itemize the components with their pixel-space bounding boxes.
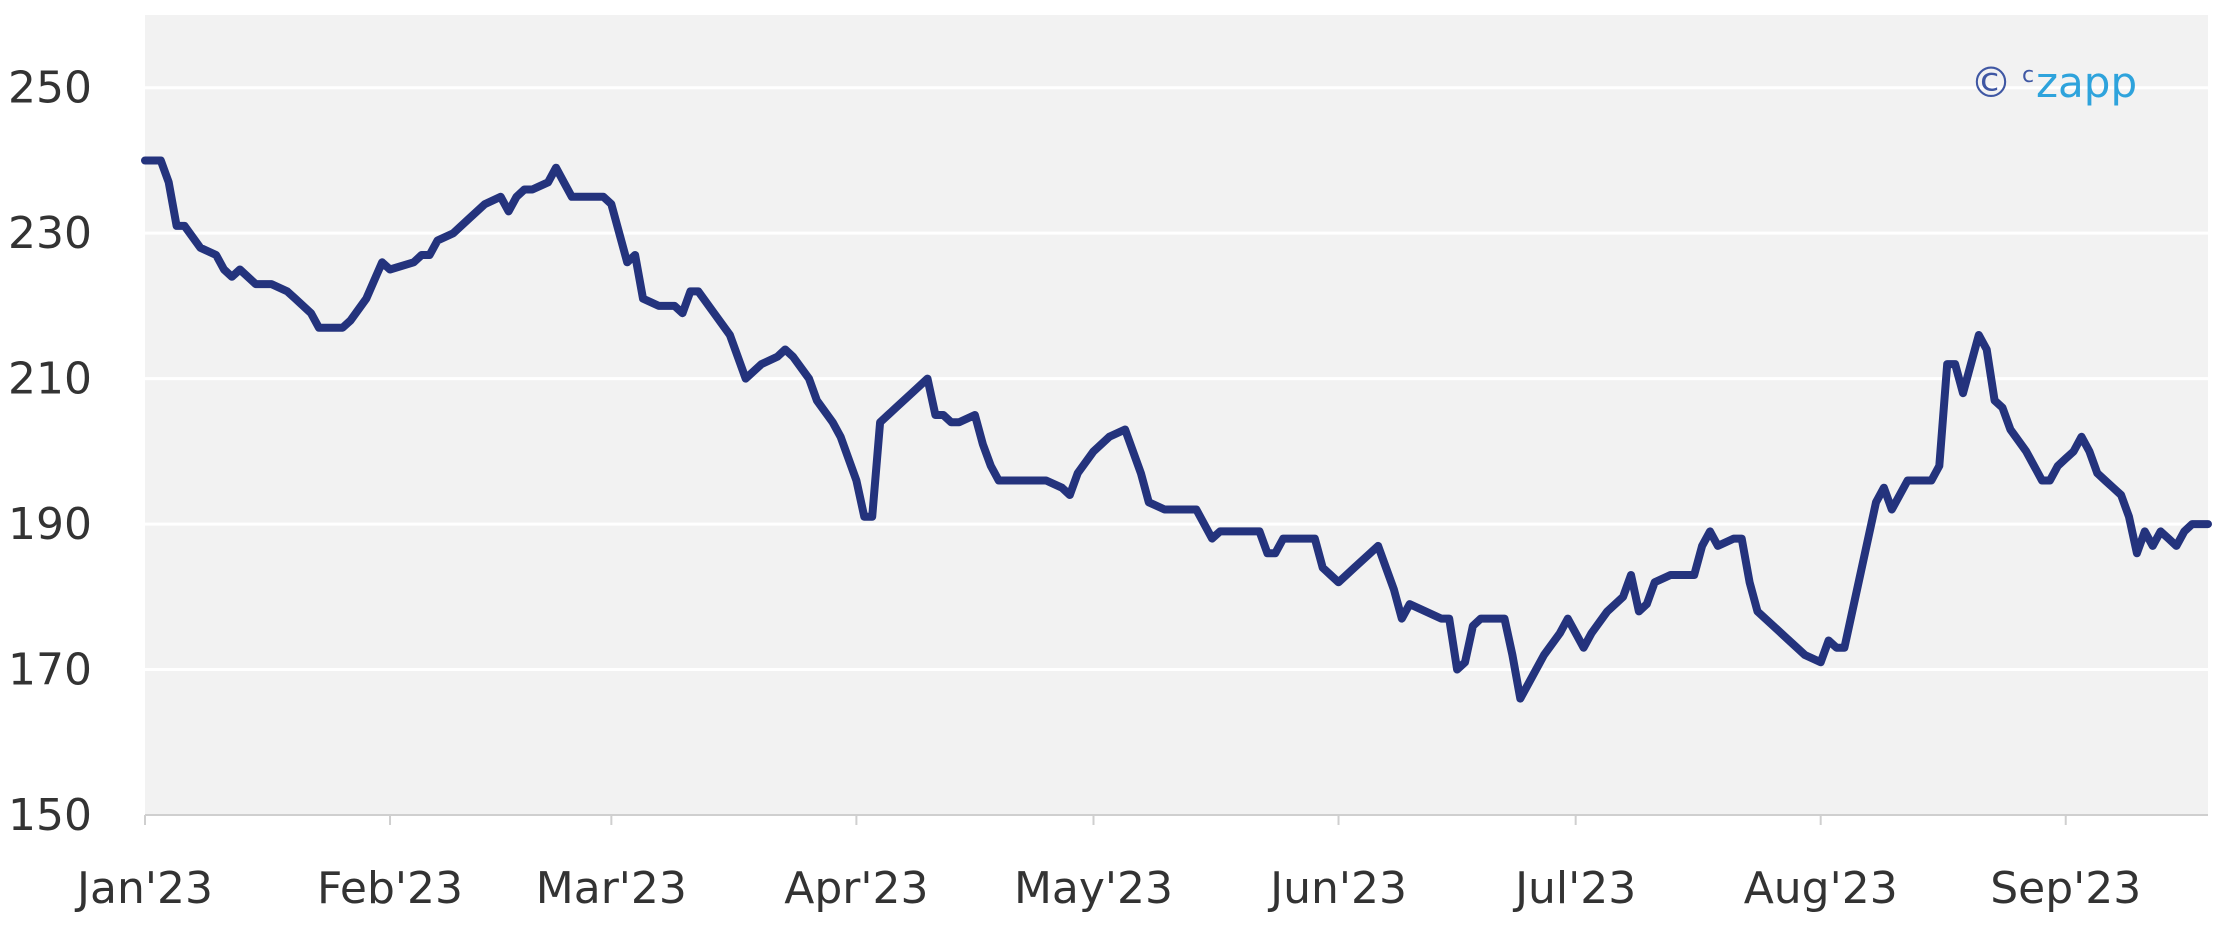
y-axis-ticks: 150 170 190 210 230 250	[8, 63, 92, 841]
x-tick-label: Jan'23	[74, 863, 213, 914]
x-tick-label: Apr'23	[784, 863, 928, 914]
y-tick-label: 150	[8, 790, 92, 841]
x-tick-label: May'23	[1014, 863, 1173, 914]
y-tick-label: 190	[8, 499, 92, 550]
x-tick-label: Jun'23	[1267, 863, 1407, 914]
y-tick-label: 210	[8, 354, 92, 405]
y-tick-label: 230	[8, 208, 92, 259]
series-line	[141, 156, 2212, 703]
y-tick-label: 250	[8, 63, 92, 114]
x-tick-label: Feb'23	[317, 863, 463, 914]
x-tick-label: Sep'23	[1990, 863, 2141, 914]
gridlines	[145, 86, 2208, 672]
watermark-brand-text: zapp	[2036, 58, 2137, 107]
czapp-watermark: © c zapp	[1970, 58, 2137, 107]
x-axis-ticks: Jan'23 Feb'23 Mar'23 Apr'23 May'23 Jun'23 Jul'…	[74, 815, 2141, 914]
y-tick-label: 170	[8, 645, 92, 696]
watermark-superscript: c	[2022, 63, 2034, 88]
x-tick-label: Aug'23	[1744, 863, 1898, 914]
x-tick-label: Jul'23	[1512, 863, 1636, 914]
watermark-copyright-symbol: ©	[1970, 58, 2012, 107]
x-tick-label: Mar'23	[536, 863, 687, 914]
plot-area	[145, 15, 2208, 815]
